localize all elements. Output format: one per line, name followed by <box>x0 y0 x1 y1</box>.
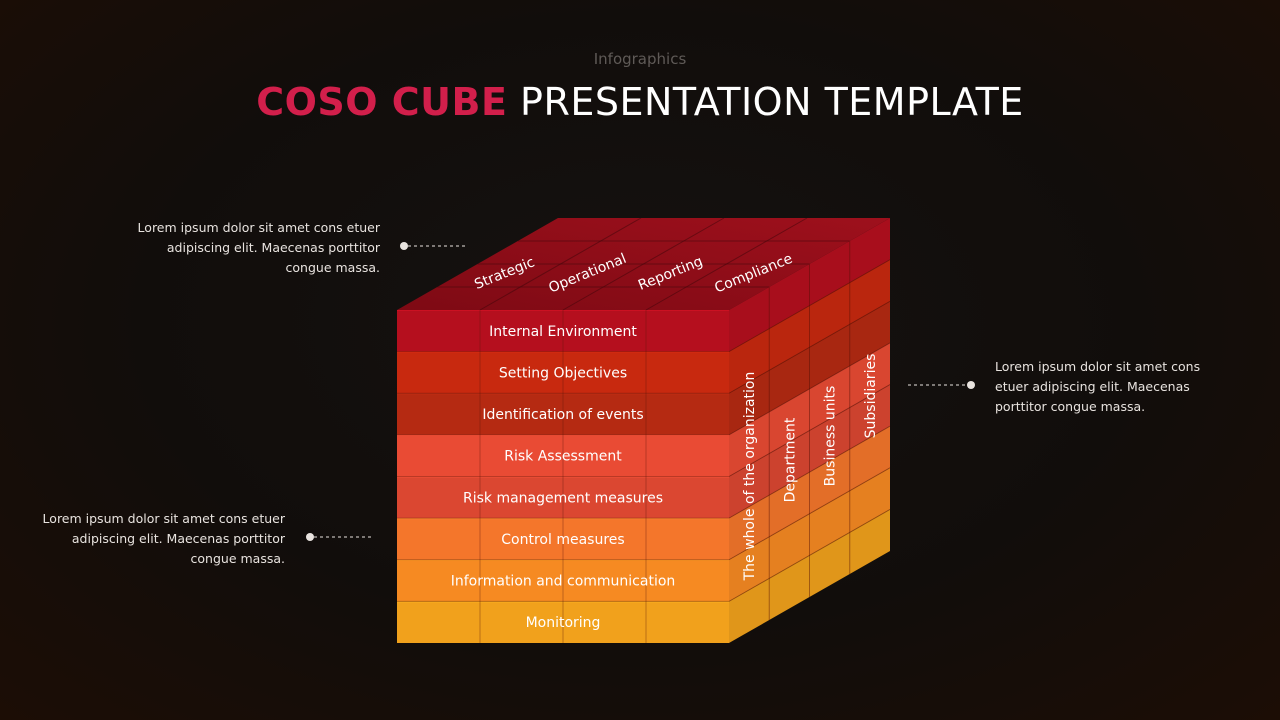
side-row-6 <box>729 426 890 560</box>
kicker-label: Infographics <box>593 50 687 68</box>
side-grid-line <box>728 259 891 353</box>
component-label-1: Internal Environment <box>489 324 637 340</box>
component-row-6 <box>397 518 729 560</box>
side-grid-line <box>728 300 891 394</box>
component-label-7: Information and communication <box>451 574 676 590</box>
side-grid-line <box>728 425 891 519</box>
component-label-2: Setting Objectives <box>499 365 627 381</box>
side-grid-line <box>728 342 891 436</box>
side-grid-line <box>728 467 891 561</box>
title-rest: PRESENTATION TEMPLATE <box>520 80 1024 124</box>
component-label-6: Control measures <box>501 532 624 548</box>
unit-labels: The whole of the organization Department B… <box>742 354 879 582</box>
note-bottom-left: Lorem ipsum dolor sit amet cons etuer ad… <box>42 511 285 566</box>
component-row-8 <box>397 601 729 643</box>
title-accent: COSO CUBE <box>256 80 508 124</box>
component-row-5 <box>397 476 729 519</box>
page-title: COSO CUBE PRESENTATION TEMPLATE <box>0 80 1280 124</box>
unit-label-4: Subsidiaries <box>863 354 879 439</box>
cube-front-face <box>397 310 729 643</box>
side-row-1 <box>729 218 890 352</box>
side-row-8 <box>729 509 890 643</box>
note-top-left: Lorem ipsum dolor sit amet cons etuer ad… <box>137 220 380 275</box>
side-row-5 <box>729 384 890 519</box>
component-label-4: Risk Assessment <box>504 449 622 465</box>
connector-top-left <box>400 242 468 250</box>
component-label-8: Monitoring <box>526 615 601 631</box>
connector-right <box>908 381 975 389</box>
unit-label-1: The whole of the organization <box>742 372 758 582</box>
component-row-4 <box>397 434 729 477</box>
note-right: Lorem ipsum dolor sit amet cons etuer ad… <box>995 359 1201 414</box>
component-row-3 <box>397 393 729 435</box>
component-label-5: Risk management measures <box>463 490 663 506</box>
component-row-2 <box>397 351 729 394</box>
side-row-3 <box>729 301 890 435</box>
side-grid-line <box>728 508 891 602</box>
component-row-7 <box>397 559 729 602</box>
side-row-7 <box>729 467 890 602</box>
side-row-4 <box>729 342 890 477</box>
cube-top-face <box>397 217 890 311</box>
unit-label-3: Business units <box>823 386 839 487</box>
cube-side-face <box>728 218 891 643</box>
component-labels: Internal Environment Setting Objectives Id… <box>451 324 676 631</box>
component-row-1 <box>397 310 729 352</box>
connector-bottom-left <box>306 533 373 541</box>
side-row-2 <box>729 259 890 394</box>
side-grid-line <box>728 384 891 477</box>
unit-label-2: Department <box>782 417 798 502</box>
component-label-3: Identification of events <box>482 407 643 423</box>
